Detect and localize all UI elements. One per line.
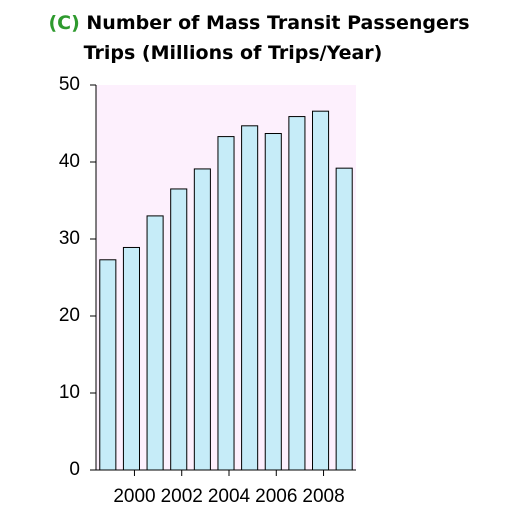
bar xyxy=(170,188,188,471)
chart-title: (C) Number of Mass Transit Passengers Tr… xyxy=(0,8,506,68)
bar xyxy=(241,125,259,471)
title-panel: (C) xyxy=(48,12,80,34)
y-tick-label: 40 xyxy=(59,151,80,172)
bar xyxy=(193,168,211,471)
y-tick-label: 0 xyxy=(69,459,80,480)
bar xyxy=(99,259,117,471)
title-line: (C) Number of Mass Transit Passengers xyxy=(0,8,506,38)
bar xyxy=(335,167,353,471)
x-tick-label: 2004 xyxy=(208,486,251,507)
title-line: Trips (Millions of Trips/Year) xyxy=(83,42,383,64)
bar xyxy=(146,215,164,471)
y-tick-label: 50 xyxy=(59,74,80,95)
x-tick-label: 2006 xyxy=(255,486,297,507)
bar xyxy=(217,136,235,471)
bar xyxy=(264,133,282,471)
bar xyxy=(122,246,140,471)
x-tick-label: 2002 xyxy=(161,486,203,507)
y-tick-label: 20 xyxy=(59,305,80,326)
title-text: Number of Mass Transit Passengers xyxy=(86,12,470,34)
bar xyxy=(288,116,306,471)
bar xyxy=(312,110,330,471)
x-tick-label: 2008 xyxy=(302,486,344,507)
x-tick-label: 2000 xyxy=(113,486,155,507)
y-tick-label: 30 xyxy=(59,228,80,249)
y-tick-label: 10 xyxy=(59,382,80,403)
